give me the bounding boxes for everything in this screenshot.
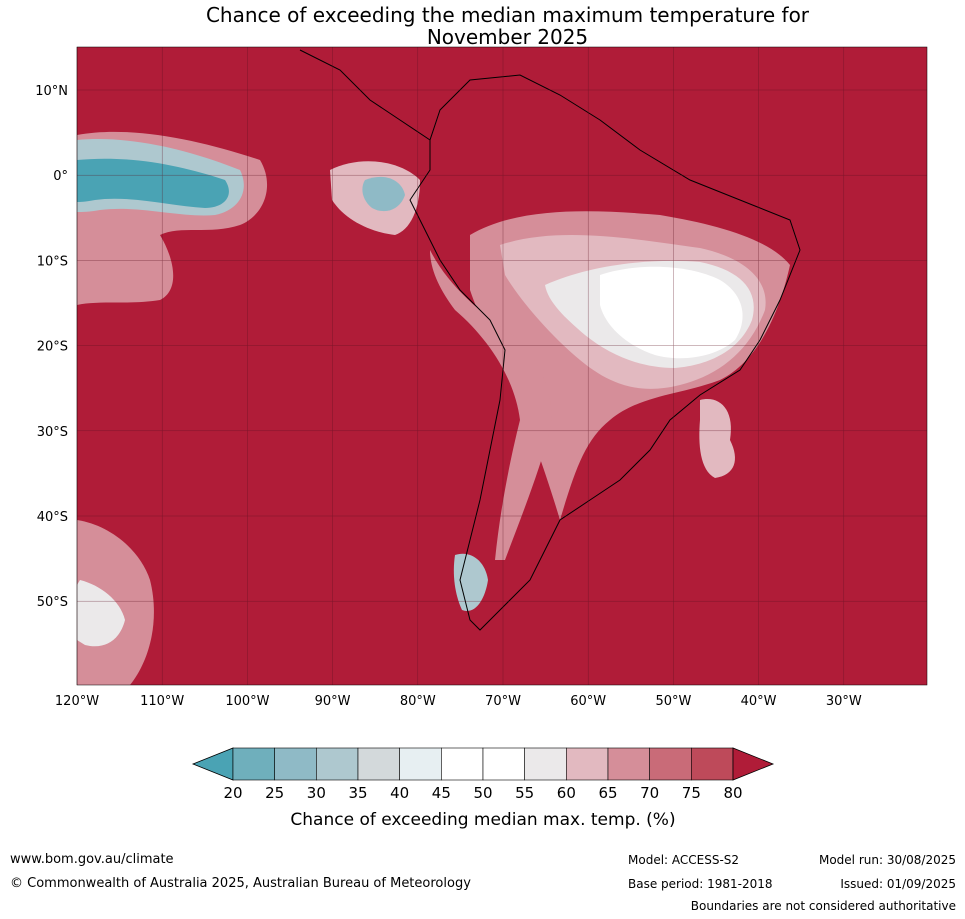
colorbar-tick-label: 25	[265, 784, 284, 802]
model-run-text: Model run: 30/08/2025	[818, 853, 956, 867]
colorbar-segment	[232, 747, 275, 781]
anomaly-region-galapagos-core	[362, 176, 405, 212]
colorbar-segment	[691, 747, 734, 781]
colorbar-tick-label: 30	[307, 784, 326, 802]
lon-label: 120°W	[55, 694, 99, 709]
lat-label: 20°S	[37, 340, 68, 355]
colorbar-tick-label: 60	[557, 784, 576, 802]
issued-text: Issued: 01/09/2025	[840, 877, 956, 891]
website-link[interactable]: www.bom.gov.au/climate	[10, 852, 174, 867]
colorbar-high-extension	[732, 747, 775, 781]
anomaly-region-southwest-core	[77, 580, 125, 647]
lon-label: 30°W	[826, 694, 862, 709]
map-frame	[76, 46, 928, 686]
anomaly-region-patagonia	[453, 553, 488, 611]
lon-label: 50°W	[655, 694, 691, 709]
colorbar-segment	[441, 747, 484, 781]
lat-label: 0°	[53, 169, 68, 184]
colorbar: 20 25 30 35 40 45 50 55 60 65 70 75 80	[191, 747, 775, 802]
colorbar-tick-label: 65	[598, 784, 617, 802]
lon-label: 60°W	[570, 694, 606, 709]
lon-label: 100°W	[225, 694, 269, 709]
central-america-coastline	[299, 49, 431, 141]
colorbar-tick-label: 75	[682, 784, 701, 802]
colorbar-segment	[316, 747, 359, 781]
probability-anomaly-shading	[77, 131, 790, 685]
lat-label: 50°S	[37, 595, 68, 610]
gridlines	[76, 47, 927, 685]
map-title: Chance of exceeding the median maximum t…	[0, 4, 965, 48]
lon-label: 70°W	[485, 694, 521, 709]
longitude-labels: 120°W 110°W 100°W 90°W 80°W 70°W 60°W 50°W 40°W 3…	[55, 694, 862, 709]
colorbar-segment	[357, 747, 400, 781]
lon-label: 40°W	[741, 694, 777, 709]
latitude-labels: 10°N 0° 10°S 20°S 30°S 40°S 50°S	[35, 84, 68, 610]
model-text: Model: ACCESS-S2	[628, 853, 740, 867]
colorbar-tick-label: 55	[515, 784, 534, 802]
title-line-2: November 2025	[426, 25, 589, 49]
south-america-coastline	[409, 74, 801, 631]
lon-label: 110°W	[140, 694, 184, 709]
colorbar-tick-label: 70	[640, 784, 659, 802]
colorbar-segment	[399, 747, 442, 781]
colorbar-tick-label: 45	[432, 784, 451, 802]
colorbar-segment	[482, 747, 525, 781]
lon-label: 80°W	[400, 694, 436, 709]
colorbar-tick-label: 80	[723, 784, 742, 802]
colorbar-segment	[274, 747, 317, 781]
anomaly-region-andes	[430, 250, 552, 560]
colorbar-tick-label: 20	[223, 784, 242, 802]
colorbar-tick-label: 35	[348, 784, 367, 802]
lon-label: 90°W	[315, 694, 351, 709]
colorbar-low-extension	[191, 747, 234, 781]
colorbar-tick-label: 50	[473, 784, 492, 802]
lat-label: 30°S	[37, 425, 68, 440]
lat-label: 40°S	[37, 510, 68, 525]
lat-label: 10°S	[37, 254, 68, 269]
colorbar-segment	[607, 747, 650, 781]
colorbar-segment	[566, 747, 609, 781]
anomaly-region-brazil-core	[600, 266, 743, 359]
disclaimer-text: Boundaries are not considered authoritat…	[690, 899, 956, 913]
anomaly-region-pacific-core	[77, 158, 229, 208]
colorbar-segment	[524, 747, 567, 781]
lat-label: 10°N	[35, 84, 68, 99]
base-period-text: Base period: 1981-2018	[628, 877, 773, 891]
colorbar-segment	[649, 747, 692, 781]
colorbar-label: Chance of exceeding median max. temp. (%…	[290, 810, 675, 830]
copyright-text: © Commonwealth of Australia 2025, Austra…	[10, 876, 471, 891]
anomaly-region-atlantic	[699, 399, 735, 478]
colorbar-tick-label: 40	[390, 784, 409, 802]
title-line-1: Chance of exceeding the median maximum t…	[205, 3, 810, 27]
